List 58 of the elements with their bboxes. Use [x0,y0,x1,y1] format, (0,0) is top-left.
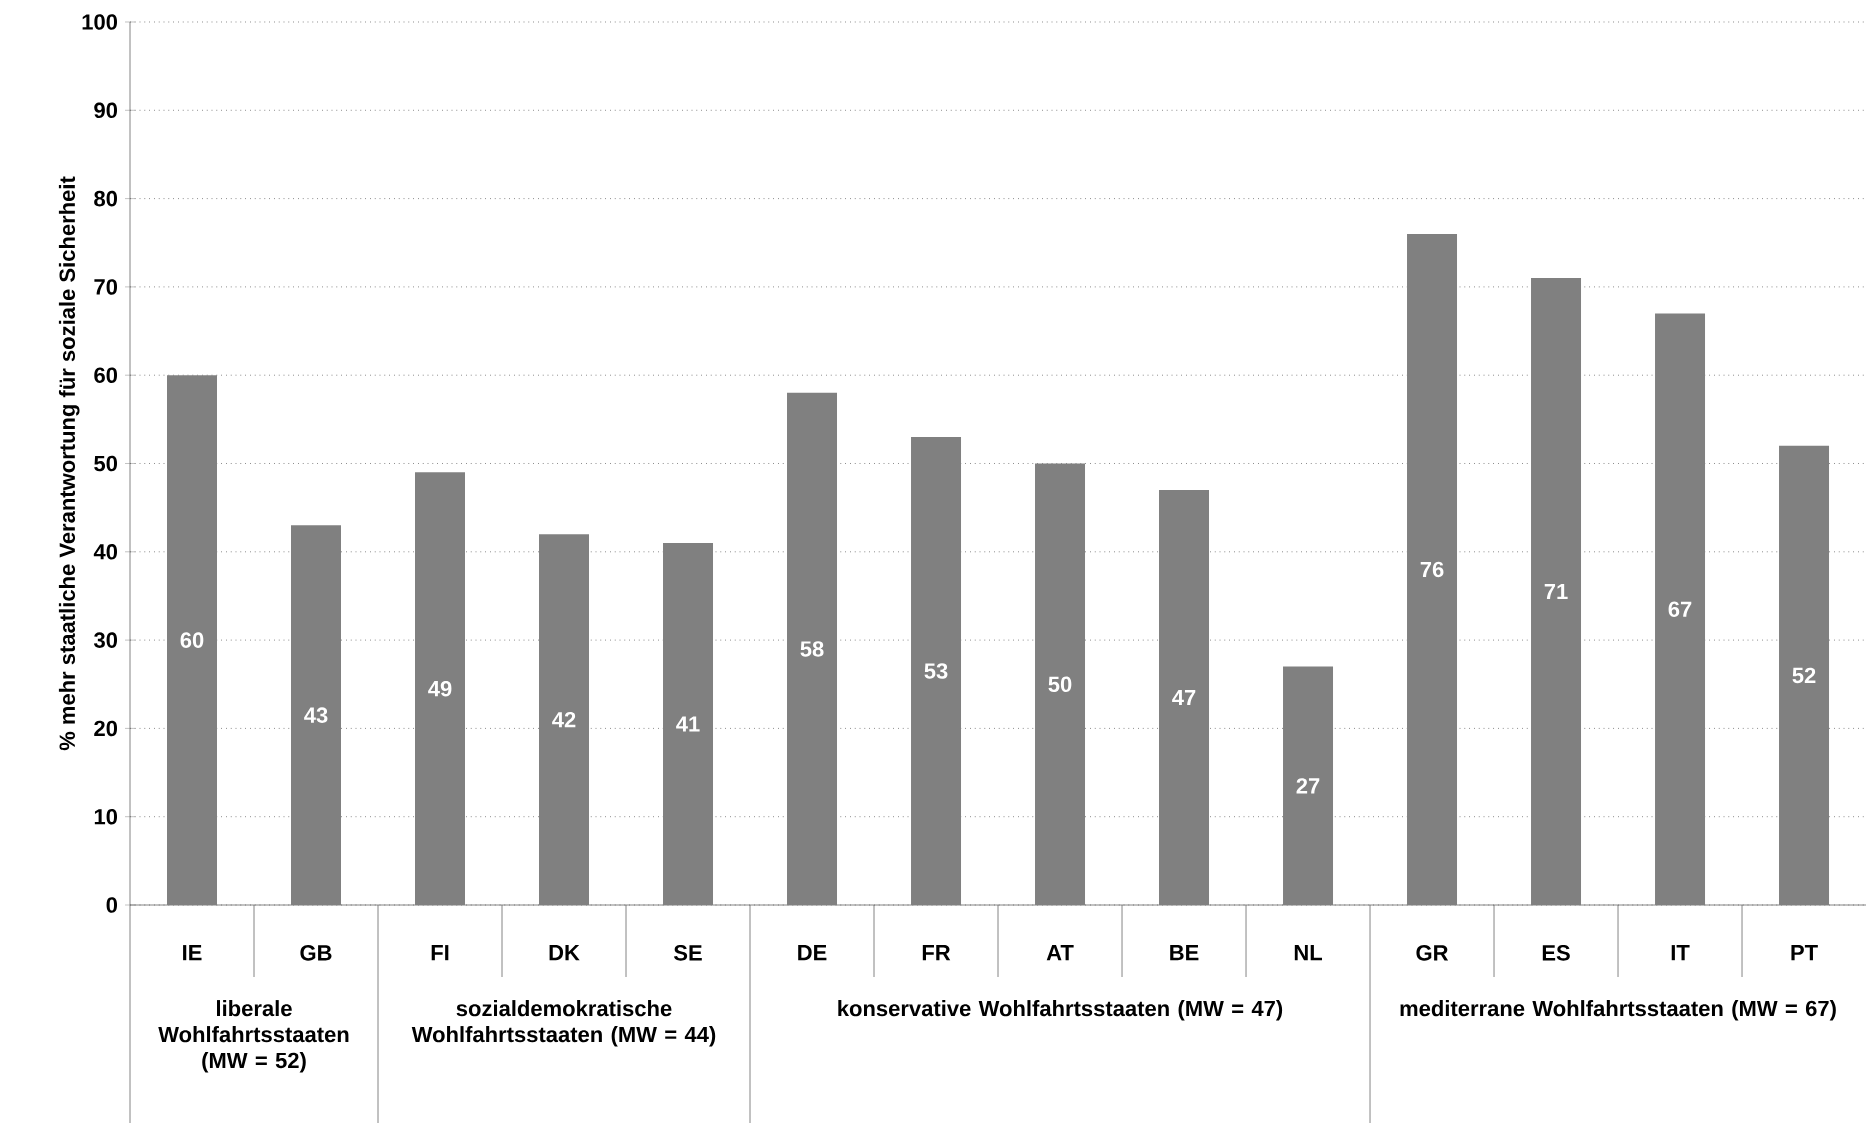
x-tick-label: SE [673,945,702,961]
x-tick-label: DE [798,945,827,961]
bar [1779,445,1830,905]
text: sozialdemokratische Wohlfahrtsstaaten (MW = 44) [411,1000,716,1047]
bar [1655,313,1706,905]
data-label: 71 [1544,583,1568,600]
y-tick-label: 60 [94,367,118,383]
x-tick-label: AT [1046,945,1074,961]
text: mediterrane Wohlfahrtsstaaten (MW = 67) [1400,1000,1836,1021]
bar [1407,233,1458,905]
y-tick-label: 80 [94,190,118,207]
x-tick-label: IE [183,945,202,961]
bar [415,472,466,905]
bar [1531,278,1582,905]
y-tick-label: 20 [94,720,118,737]
bar [167,375,217,905]
text: liberale Wohlfahrtsstaaten (MW = 52) [158,1000,349,1073]
bar [911,437,962,905]
data-label: 41 [676,716,700,732]
x-tick-label: ES [1542,945,1570,961]
bar [1283,666,1334,905]
data-label: 60 [180,632,204,648]
data-label: 43 [304,707,328,723]
x-tick-label: DK [549,945,580,961]
data-label: 27 [1296,778,1320,794]
x-tick-label: IT [1671,945,1690,961]
y-tick-label: 70 [94,279,118,295]
data-label: 42 [552,711,576,728]
x-tick-label: FR [922,945,951,961]
data-label: 67 [1668,601,1692,617]
bar [539,534,590,905]
bar [291,525,341,905]
bar [1035,463,1086,905]
y-tick-label: 50 [94,455,118,472]
data-label: 50 [1048,676,1072,693]
y-axis-title: % mehr staatliche Verantwortung für soziale Sicherheit [58,176,80,751]
data-label: 76 [1420,561,1444,578]
data-label: 47 [1172,689,1196,706]
x-tick-label: NL [1294,945,1323,961]
y-tick-label: 100 [82,14,118,30]
x-tick-label: BE [1170,945,1199,961]
bar [1159,489,1210,905]
x-tick-label: PT [1791,945,1818,961]
x-tick-label: FI [431,945,449,961]
bar [787,392,838,905]
y-tick-label: 10 [94,808,118,825]
bar [663,542,714,905]
data-label: 49 [428,680,452,697]
data-label: 52 [1792,667,1816,684]
y-tick-label: 90 [94,102,118,119]
data-label: 58 [800,641,824,657]
text: konservative Wohlfahrtsstaaten (MW = 47) [838,1000,1283,1021]
x-tick-label: GB [300,945,332,961]
y-tick-label: 0 [106,897,118,913]
y-tick-label: 40 [93,544,118,560]
data-label: 53 [924,663,948,679]
x-tick-label: GR [1416,945,1449,961]
y-tick-label: 30 [93,632,118,648]
